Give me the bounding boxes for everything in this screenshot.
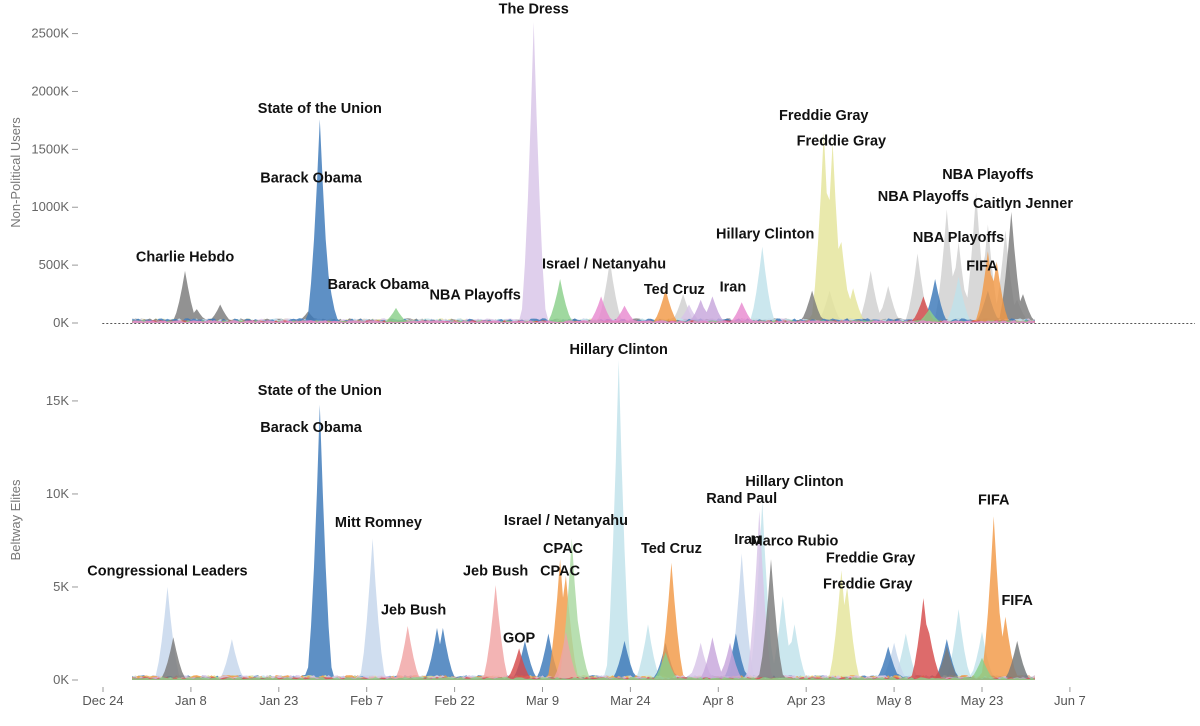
annotation-label: Israel / Netanyahu bbox=[504, 513, 628, 529]
y-tick-label: 2000K bbox=[31, 83, 69, 98]
area-series bbox=[132, 404, 1035, 680]
x-tick-label: Feb 7 bbox=[350, 693, 383, 708]
annotation-label: Freddie Gray bbox=[797, 134, 886, 150]
x-tick-label: Dec 24 bbox=[82, 693, 123, 708]
annotation-label: Hillary Clinton bbox=[716, 226, 814, 242]
area-series bbox=[132, 279, 1035, 323]
panel-beltway-elites: 0K 5K 10K 15K Beltway Elites Hillary Clinton S… bbox=[8, 342, 1035, 687]
annotation-label: NBA Playoffs bbox=[942, 167, 1033, 183]
y-tick-label: 2500K bbox=[31, 26, 69, 41]
y-tick-label: 5K bbox=[53, 579, 69, 594]
area-series bbox=[132, 516, 1035, 680]
x-tick-label: Jan 8 bbox=[175, 693, 207, 708]
annotation-label: Congressional Leaders bbox=[87, 563, 247, 579]
annotation-label: Iran bbox=[720, 280, 747, 296]
annotation-label: The Dress bbox=[499, 2, 569, 18]
y-tick-label: 0K bbox=[53, 672, 69, 687]
annotation-label: Caitlyn Jenner bbox=[973, 196, 1073, 212]
y-axis-title: Beltway Elites bbox=[8, 479, 23, 560]
annotation-label: Hillary Clinton bbox=[745, 474, 843, 490]
y-tick-label: 15K bbox=[46, 393, 69, 408]
annotation-label: Ted Cruz bbox=[641, 541, 702, 557]
annotation-label: Jeb Bush bbox=[463, 563, 528, 579]
annotation-label: CPAC bbox=[540, 563, 581, 579]
annotation-label: Barack Obama bbox=[260, 171, 362, 187]
y-tick-label: 10K bbox=[46, 486, 69, 501]
area-series bbox=[132, 296, 1035, 323]
annotation-label: Iran bbox=[734, 532, 761, 548]
annotation-label: CPAC bbox=[543, 541, 584, 557]
x-tick-label: Mar 9 bbox=[526, 693, 559, 708]
area-series bbox=[132, 559, 1035, 680]
y-tick-label: 0K bbox=[53, 315, 69, 330]
annotation-label: State of the Union bbox=[258, 383, 382, 399]
x-tick-label: Jun 7 bbox=[1054, 693, 1086, 708]
annotation-label: Barack Obama bbox=[328, 277, 430, 293]
x-tick-label: Apr 23 bbox=[787, 693, 825, 708]
annotation-label: NBA Playoffs bbox=[878, 189, 969, 205]
area-series bbox=[132, 192, 1035, 323]
annotation-label: Charlie Hebdo bbox=[136, 249, 234, 265]
panel-non-political-users: 0K 500K 1000K 1500K 2000K 2500K Non-Political … bbox=[8, 2, 1195, 330]
annotation-label: NBA Playoffs bbox=[429, 288, 520, 304]
annotation-label: GOP bbox=[503, 630, 536, 646]
annotation-label: FIFA bbox=[1001, 593, 1033, 609]
annotation-label: Barack Obama bbox=[260, 420, 362, 436]
y-axis-title: Non-Political Users bbox=[8, 117, 23, 228]
area-series bbox=[132, 211, 1035, 323]
annotation-label: Freddie Gray bbox=[826, 550, 915, 566]
annotation-label: Israel / Netanyahu bbox=[542, 256, 666, 272]
annotation-label: Hillary Clinton bbox=[570, 342, 668, 358]
annotation-label: Freddie Gray bbox=[823, 576, 912, 592]
annotation-label: NBA Playoffs bbox=[913, 230, 1004, 246]
x-tick-label: Jan 23 bbox=[259, 693, 298, 708]
annotation-label: FIFA bbox=[966, 259, 998, 275]
area-series bbox=[132, 132, 1035, 323]
annotation-label: Mitt Romney bbox=[335, 515, 422, 531]
annotation-label: FIFA bbox=[978, 493, 1010, 509]
x-axis: Dec 24 Jan 8 Jan 23 Feb 7 Feb 22 Mar 9 Mar 24 A… bbox=[82, 687, 1086, 708]
annotation-label: State of the Union bbox=[258, 101, 382, 117]
y-tick-label: 500K bbox=[39, 257, 70, 272]
x-tick-label: Mar 24 bbox=[610, 693, 650, 708]
annotation-label: Freddie Gray bbox=[779, 108, 868, 124]
annotation-label: Marco Rubio bbox=[751, 534, 839, 550]
x-tick-label: May 8 bbox=[876, 693, 911, 708]
area-series bbox=[132, 510, 1035, 680]
x-tick-label: Apr 8 bbox=[703, 693, 734, 708]
annotation-label: Rand Paul bbox=[706, 491, 777, 507]
annotation-label: Ted Cruz bbox=[644, 282, 705, 298]
annotation-label: Jeb Bush bbox=[381, 602, 446, 618]
x-tick-label: May 23 bbox=[961, 693, 1004, 708]
y-tick-label: 1500K bbox=[31, 141, 69, 156]
y-tick-label: 1000K bbox=[31, 199, 69, 214]
x-tick-label: Feb 22 bbox=[434, 693, 474, 708]
area-series bbox=[132, 119, 1035, 323]
